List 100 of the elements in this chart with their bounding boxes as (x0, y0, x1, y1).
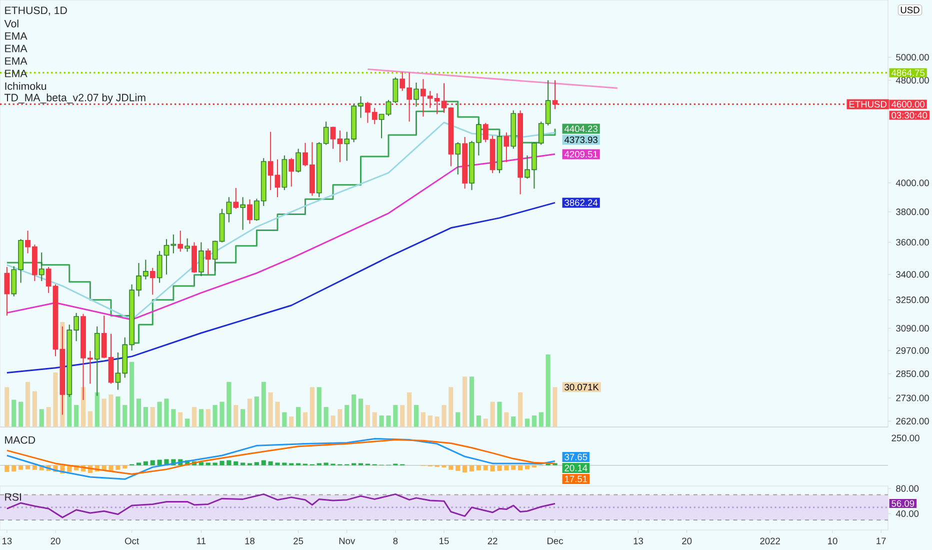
bar (393, 404, 398, 428)
y-tick-label: 2730.00 (896, 394, 929, 402)
bar (379, 415, 384, 428)
y-tick-label: 40.00 (896, 510, 919, 517)
candlestick (392, 76, 398, 104)
candlestick (296, 148, 302, 173)
bar (240, 409, 246, 428)
x-tick-label: 20 (50, 538, 60, 544)
bar (39, 409, 44, 428)
y-tick-label: 2970.00 (896, 347, 929, 354)
bar (143, 461, 148, 466)
bar (254, 462, 259, 466)
annotation: 20.14 (564, 464, 588, 472)
bar (407, 392, 412, 428)
bar (261, 382, 266, 428)
candlestick (247, 198, 252, 224)
candlestick (504, 132, 510, 163)
bar (212, 462, 218, 466)
y-tick-label: 80.00 (896, 485, 919, 492)
chart-title: MACD (5, 436, 36, 444)
annotation: Vol (4, 20, 18, 28)
bar (53, 372, 58, 428)
bar (116, 396, 120, 428)
bar (524, 465, 530, 470)
bar (448, 387, 454, 428)
bar (490, 465, 495, 472)
bar (234, 461, 238, 466)
bar (247, 398, 252, 428)
bar (122, 465, 128, 469)
bar (324, 462, 328, 466)
bar (365, 404, 370, 428)
bar (18, 402, 24, 428)
bar (462, 376, 468, 428)
bar (206, 462, 210, 466)
bar (192, 407, 197, 428)
bar (88, 411, 92, 428)
bar (268, 461, 273, 466)
y-tick-label: 5000.00 (896, 54, 929, 61)
annotation: TD_MA_beta_v2.07 by JDLim (4, 94, 146, 104)
x-tick-label: 8 (393, 538, 398, 544)
bar (476, 465, 481, 470)
bar (358, 398, 364, 428)
bar (420, 412, 426, 428)
x-tick-label: 20 (682, 538, 692, 544)
line-series (6, 153, 556, 320)
annotation: 03:30:40 (892, 112, 928, 119)
candlestick (233, 187, 239, 210)
candlestick (455, 142, 461, 176)
bar (12, 400, 16, 428)
bar (511, 416, 516, 428)
bar (74, 404, 79, 428)
x-tick-label: 17 (876, 538, 886, 544)
bar (282, 412, 287, 428)
bar (4, 387, 10, 428)
candlestick (240, 196, 246, 230)
bar (344, 404, 350, 428)
bar (476, 415, 481, 428)
bar (448, 465, 454, 470)
bar (414, 404, 419, 428)
bar (220, 460, 224, 466)
bar (372, 412, 377, 428)
x-tick-label: Nov (339, 538, 356, 544)
bar (352, 394, 356, 428)
bar (226, 382, 232, 428)
bar (490, 402, 495, 428)
y-axis-title: USD (900, 6, 920, 14)
x-tick-label: 13 (634, 538, 644, 544)
bar (518, 392, 523, 428)
bar (524, 418, 530, 428)
bar (18, 465, 24, 470)
bar (289, 416, 294, 428)
candlestick (414, 82, 419, 108)
bar (25, 382, 30, 428)
data-label: 4373.93 (564, 136, 598, 144)
annotation: 56.09 (892, 500, 914, 507)
bar (546, 354, 550, 428)
annotation: 37.65 (564, 454, 588, 460)
bar (164, 398, 169, 428)
candlestick (337, 130, 343, 163)
bar (122, 404, 128, 428)
bar (538, 412, 544, 428)
ref-line-label: 4864.75 (891, 69, 924, 76)
bar (198, 409, 204, 428)
bar (428, 415, 432, 428)
y-tick-label: 3400.00 (896, 271, 929, 278)
bar (116, 465, 120, 470)
bar (234, 404, 238, 428)
annotation: 30.071K (564, 384, 599, 390)
bar (94, 392, 100, 428)
bar (102, 398, 106, 428)
annotation: Ichimoku (5, 82, 46, 90)
bar (456, 465, 460, 471)
candlestick (150, 267, 156, 296)
annotation: 17.51 (564, 476, 588, 482)
bar (178, 412, 183, 428)
bar (108, 465, 114, 471)
bar (462, 465, 468, 472)
line-series (6, 122, 556, 320)
y-tick-label: 3800.00 (896, 208, 929, 216)
x-tick-label: 2022 (760, 538, 780, 544)
